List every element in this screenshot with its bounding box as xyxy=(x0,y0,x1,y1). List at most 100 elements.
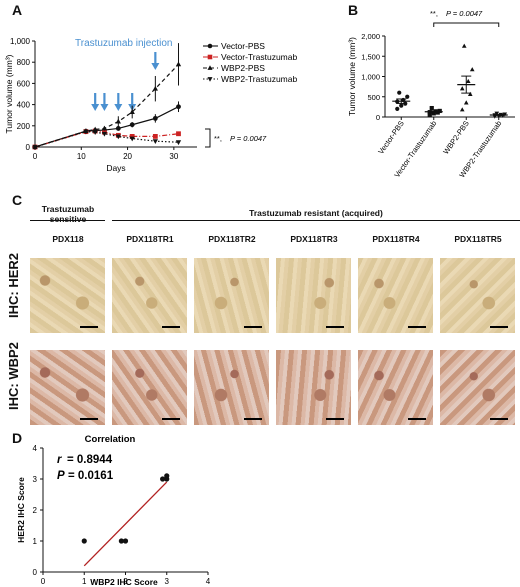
injection-arrow-head xyxy=(91,104,100,111)
data-point xyxy=(152,85,158,91)
x-tick-label: 3 xyxy=(165,577,170,586)
x-axis-label: WBP2 IHC Score xyxy=(90,577,158,587)
column-label-pdx118tr4: PDX118TR4 xyxy=(372,234,420,244)
y-tick-label: 0 xyxy=(33,568,38,577)
resistant-header-bracket xyxy=(112,220,520,227)
data-point xyxy=(461,43,467,48)
data-point xyxy=(129,134,135,139)
scale-bar xyxy=(80,418,98,420)
series-line xyxy=(34,131,179,148)
data-point xyxy=(437,108,442,114)
data-point xyxy=(152,134,158,139)
y-tick-label: 0 xyxy=(376,113,380,122)
y-tick-label: 800 xyxy=(17,58,31,67)
x-tick-label: 10 xyxy=(77,152,86,161)
y-axis-label: Tumor volume (mm³) xyxy=(347,37,357,116)
data-point xyxy=(465,78,471,84)
data-point xyxy=(122,538,129,544)
y-tick-label: 3 xyxy=(33,475,38,484)
data-point xyxy=(152,139,158,145)
scale-bar xyxy=(326,326,344,328)
data-point xyxy=(101,125,108,131)
data-point xyxy=(176,104,181,110)
column-label-pdx118tr3: PDX118TR3 xyxy=(290,234,338,244)
data-point xyxy=(463,100,469,105)
series-line xyxy=(34,63,179,148)
tumor-growth-line-chart: 0 200 400 600 800 1,000 0 10 20 30 Days Tumor volum… xyxy=(4,37,297,173)
sensitive-header-line1: Trastuzumab xyxy=(41,204,95,214)
x-tick-label: 30 xyxy=(169,152,178,161)
scale-bar xyxy=(326,418,344,420)
scale-bar xyxy=(490,418,508,420)
her2-ihc-image xyxy=(358,258,433,333)
data-point xyxy=(429,105,434,111)
data-point xyxy=(469,67,475,72)
sensitive-header-bracket xyxy=(30,220,105,227)
row-label-wbp2: IHC: WBP2 xyxy=(6,342,21,410)
scale-bar xyxy=(80,326,98,328)
scale-bar xyxy=(244,326,262,328)
p-value: = 0.0161 xyxy=(68,470,114,482)
data-point xyxy=(405,94,410,99)
wbp2-ihc-image xyxy=(112,350,187,425)
data-point xyxy=(395,106,400,111)
data-point xyxy=(92,130,98,136)
sensitive-header-line2: sensitive xyxy=(49,214,87,224)
y-tick-label: 600 xyxy=(17,79,31,88)
data-point xyxy=(115,118,121,124)
regression-line xyxy=(83,481,168,567)
data-point xyxy=(129,109,135,114)
data-point xyxy=(92,126,98,132)
significance-bracket xyxy=(205,128,211,148)
significance-stars: **, xyxy=(430,9,438,18)
data-point xyxy=(467,91,473,96)
y-axis-label: HER2 IHC Score xyxy=(16,477,26,543)
y-tick-label: 1,000 xyxy=(10,37,31,46)
x-axis-label: Days xyxy=(106,163,125,173)
data-point xyxy=(81,538,87,544)
her2-ihc-image xyxy=(440,258,515,333)
data-point xyxy=(459,107,465,112)
p-value-label: P = 0.0047 xyxy=(230,134,267,143)
data-point xyxy=(175,61,182,67)
scale-bar xyxy=(490,326,508,328)
column-label-pdx118tr5: PDX118TR5 xyxy=(454,234,502,244)
y-tick-label: 2 xyxy=(33,506,38,515)
chart-title: Correlation xyxy=(85,434,136,445)
y-tick-label: 200 xyxy=(17,122,31,131)
data-point xyxy=(164,473,170,479)
legend-marker xyxy=(207,77,213,82)
data-point xyxy=(427,112,432,117)
y-tick-label: 1,500 xyxy=(361,52,380,61)
legend-marker xyxy=(207,65,213,70)
data-point xyxy=(118,538,124,544)
significance-stars: **, xyxy=(214,134,222,143)
data-point xyxy=(129,122,135,128)
data-point xyxy=(459,86,465,91)
panel-letter-a: A xyxy=(12,2,23,18)
scale-bar xyxy=(408,418,426,420)
scale-bar xyxy=(408,326,426,328)
significance-bracket xyxy=(433,22,500,27)
data-point xyxy=(115,134,121,140)
column-label-pdx118: PDX118 xyxy=(52,234,84,244)
column-label-pdx118tr1: PDX118TR1 xyxy=(126,234,174,244)
sensitive-header: Trastuzumab sensitive xyxy=(28,204,108,224)
x-tick-label: 20 xyxy=(123,152,132,161)
her2-ihc-image xyxy=(276,258,351,333)
tumor-volume-scatter-chart: 0 500 1,000 1,500 2,000 Tumor volume (mm³) Vec… xyxy=(347,9,515,179)
x-tick-label: 2 xyxy=(123,577,128,586)
x-tick-label: 1 xyxy=(82,577,87,586)
legend-label: Vector-Trastuzumab xyxy=(221,52,297,62)
scale-bar xyxy=(244,418,262,420)
scale-bar xyxy=(162,418,180,420)
legend-marker xyxy=(207,43,213,49)
panel-letter-d: D xyxy=(12,430,23,446)
resistant-header: Trastuzumab resistant (acquired) xyxy=(249,208,383,218)
r-value: = 0.8944 xyxy=(67,454,113,466)
y-tick-label: 1,000 xyxy=(361,73,380,82)
x-tick-label: 0 xyxy=(41,577,46,586)
her2-ihc-image xyxy=(30,258,105,333)
wbp2-ihc-image xyxy=(440,350,515,425)
y-axis-label: Tumor volume (mm³) xyxy=(4,54,14,133)
